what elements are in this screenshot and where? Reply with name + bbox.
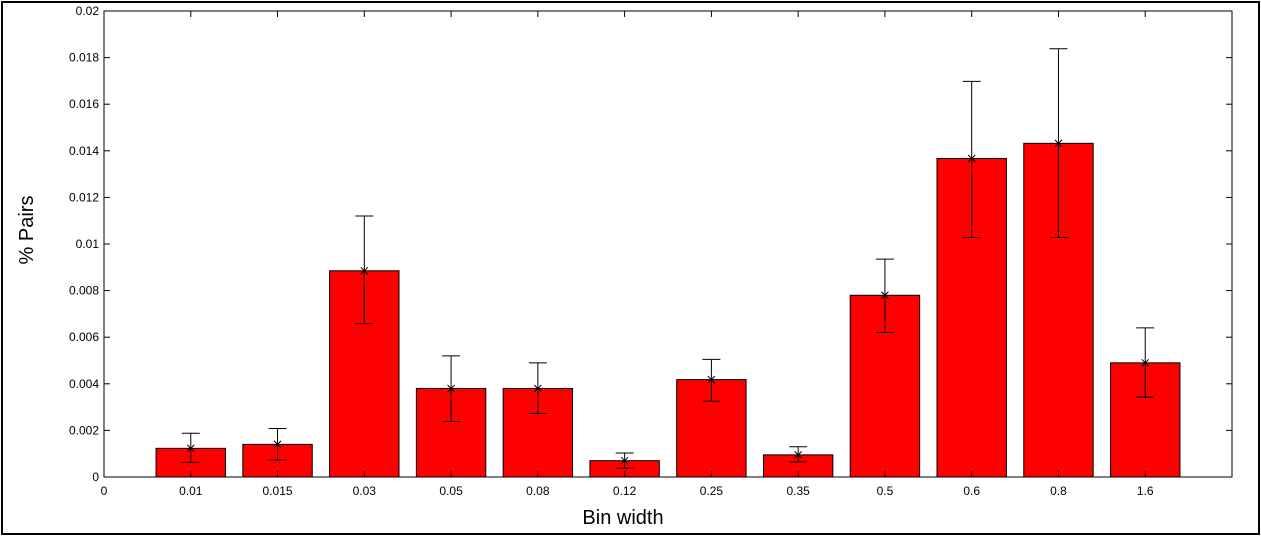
x-tick-label: 0.03 [353,484,377,498]
y-tick-label: 0.016 [69,97,99,111]
mean-marker [533,384,542,393]
x-tick-label: 0.08 [526,484,550,498]
mean-marker [794,451,803,459]
y-tick-label: 0.012 [69,190,99,204]
y-tick-label: 0 [92,470,99,484]
x-tick-label: 0.5 [877,484,894,498]
x-tick-label: 1.6 [1137,484,1154,498]
y-tick-label: 0.01 [76,237,100,251]
y-tick-label: 0.002 [69,423,99,437]
x-tick-label: 0 [101,484,108,498]
x-tick-label: 0.6 [963,484,980,498]
y-tick-label: 0.018 [69,51,99,65]
y-tick-label: 0.02 [76,4,100,18]
mean-marker [1141,358,1150,367]
x-axis-title: Bin width [582,507,663,529]
y-tick-label: 0.004 [69,377,99,391]
mean-marker [186,444,195,453]
x-tick-label: 0.25 [700,484,724,498]
y-tick-label: 0.006 [69,330,99,344]
x-tick-label: 0.01 [179,484,203,498]
mean-marker [620,456,629,465]
x-tick-label: 0.8 [1050,484,1067,498]
mean-marker [1054,139,1063,148]
x-tick-label: 0.015 [263,484,293,498]
bar-chart: 0 0.002 0.004 0.006 0.008 0.01 0.012 0.014 0.016… [16,4,1233,529]
chart-frame: 0 0.002 0.004 0.006 0.008 0.01 0.012 0.014 0.016… [1,1,1260,535]
x-tick-label: 0.12 [613,484,637,498]
y-axis-title: % Pairs [16,196,38,265]
mean-marker [967,154,976,163]
y-tick-label: 0.008 [69,284,99,298]
x-tick-label: 0.35 [786,484,810,498]
y-tick-label: 0.014 [69,144,99,158]
x-tick-label: 0.05 [439,484,463,498]
mean-marker [273,440,282,449]
mean-marker [881,291,889,300]
plot-area: 0 0.002 0.004 0.006 0.008 0.01 0.012 0.014 0.016… [69,4,1233,498]
mean-marker [360,266,369,275]
mean-marker [707,375,716,384]
mean-marker [447,384,455,393]
